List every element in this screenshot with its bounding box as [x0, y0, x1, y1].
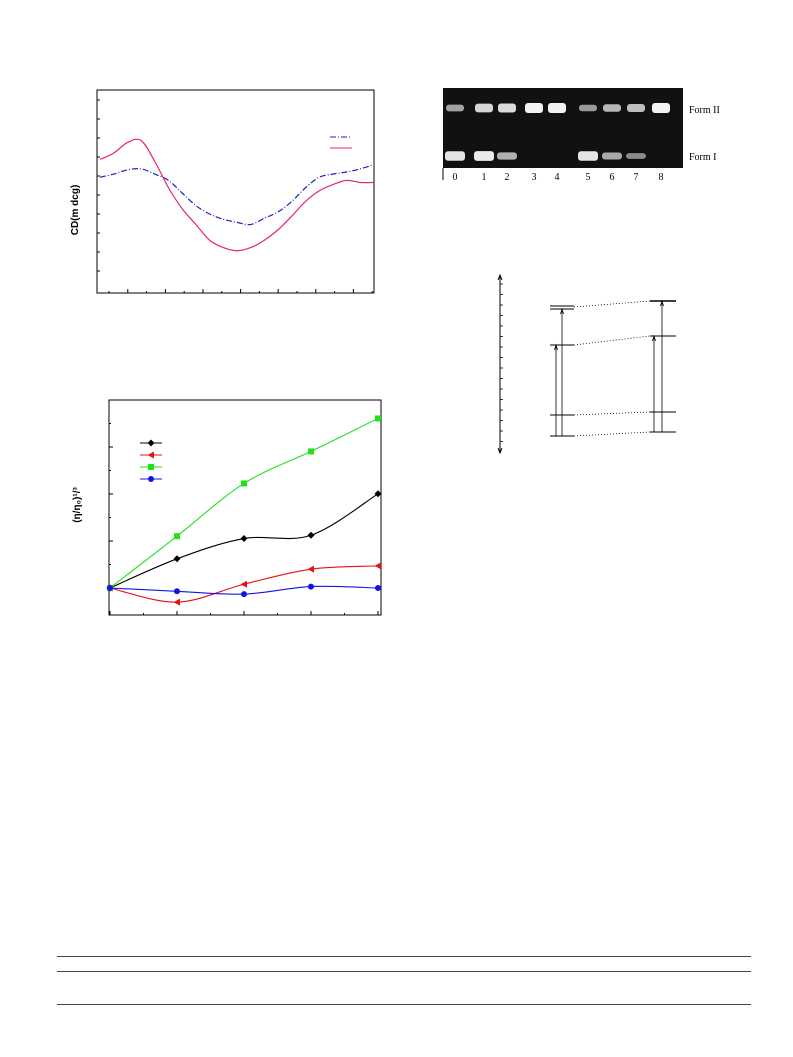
gel-lane-label: 7 [634, 172, 639, 183]
energy-level-diagram [497, 273, 676, 455]
viscosity-legend [140, 439, 162, 482]
viscosity-point [241, 480, 247, 487]
table-bottom-rule [57, 1004, 751, 1005]
gel-band-form-ii [446, 104, 464, 112]
gel-band-form-i [626, 153, 646, 159]
viscosity-point [374, 562, 381, 570]
viscosity-point [173, 598, 180, 606]
gel-band-form-i [445, 151, 465, 161]
correlation-line-4 [573, 431, 651, 437]
viscosity-legend-marker [147, 439, 155, 447]
cd-axis-ticks [97, 99, 373, 293]
gel-band-form-ii [603, 104, 621, 112]
gel-band-form-ii [498, 103, 516, 113]
viscosity-point [307, 565, 314, 573]
gel-lane-label: 3 [532, 172, 537, 183]
energy-axis-arrow-up [497, 273, 503, 281]
gel-bands [445, 103, 670, 161]
gel-electrophoresis-image: 0 1 2 3 4 5 6 7 8 Form II Form I [442, 88, 720, 183]
gel-lane-label: 4 [555, 172, 560, 183]
gel-lane-label: 6 [610, 172, 615, 183]
gel-band-form-ii [475, 103, 493, 113]
correlation-line-2 [573, 335, 651, 346]
transition-left-b-head [560, 307, 564, 315]
viscosity-point [308, 448, 314, 455]
cd-spectrum-chart: CD(m dcg) [70, 89, 375, 294]
viscosity-series-group [106, 415, 382, 606]
gel-band-form-i [578, 151, 598, 161]
gel-lane-label: 0 [453, 172, 458, 183]
form-ii-label: Form II [689, 105, 720, 116]
correlation-lines [573, 300, 651, 437]
transition-arrows [554, 299, 664, 436]
gel-band-form-ii [548, 103, 566, 113]
correlation-line-3 [573, 411, 651, 416]
gel-lane-label: 8 [659, 172, 664, 183]
viscosity-point [375, 415, 381, 422]
viscosity-point [375, 585, 381, 591]
viscosity-point [240, 535, 248, 543]
gel-lane-label: 5 [586, 172, 591, 183]
viscosity-legend-marker [147, 451, 154, 459]
viscosity-point [374, 490, 382, 498]
energy-axis-arrow-down [497, 447, 503, 455]
gel-lane-label: 1 [482, 172, 487, 183]
gel-band-form-i [474, 151, 494, 161]
form-i-label: Form I [689, 152, 717, 163]
transition-left-a-head [554, 343, 558, 351]
cd-series-line-2 [99, 138, 375, 252]
viscosity-point [308, 583, 314, 590]
cd-plot-frame [96, 89, 375, 294]
viscosity-point [107, 585, 113, 591]
viscosity-legend-marker [148, 464, 154, 470]
gel-band-form-ii [627, 104, 645, 112]
cd-y-axis-title: CD(m dcg) [70, 185, 81, 236]
cd-series-line-1 [99, 164, 375, 226]
gel-band-form-ii [652, 103, 670, 113]
viscosity-point [307, 531, 315, 539]
gel-band-form-i [497, 152, 517, 160]
energy-axis-ticks [500, 283, 503, 442]
viscosity-legend-marker [148, 476, 154, 482]
table-top-rule [57, 956, 751, 957]
gel-band-form-ii [525, 103, 543, 113]
gel-lane-labels: 0 1 2 3 4 5 6 7 8 [453, 172, 664, 183]
viscosity-point [240, 580, 247, 588]
gel-lane-label: 2 [505, 172, 510, 183]
table-header-rule [57, 971, 751, 972]
viscosity-point [174, 588, 180, 595]
gel-band-form-i [602, 152, 622, 160]
transition-right-b-head [660, 299, 664, 307]
cd-legend [330, 136, 352, 149]
viscosity-point [174, 533, 180, 540]
correlation-line-1 [573, 300, 651, 308]
viscosity-point [241, 591, 247, 598]
viscosity-plot-frame [108, 399, 382, 616]
gel-band-form-ii [579, 104, 597, 112]
viscosity-chart: (η/η₀)¹/³ [72, 399, 382, 616]
viscosity-y-axis-title: (η/η₀)¹/³ [72, 487, 83, 523]
viscosity-point [173, 555, 181, 563]
cd-series-group [99, 138, 375, 252]
transition-right-a-head [652, 334, 656, 342]
